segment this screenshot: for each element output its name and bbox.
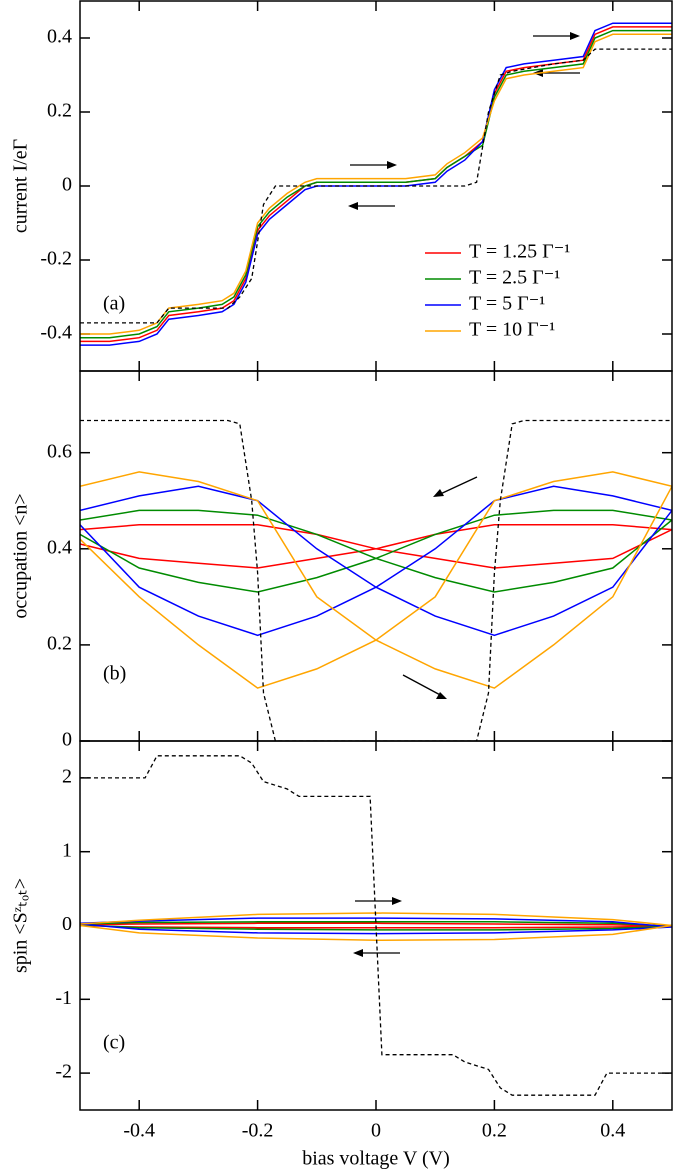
y-tick-label: 0.4 (47, 536, 72, 558)
series-line (80, 524, 672, 569)
legend-label: T = 5 Γ⁻¹ (469, 293, 545, 315)
y-tick-label: 1 (62, 839, 72, 861)
y-tick-label: 0 (62, 174, 72, 196)
x-tick-label: 0 (371, 1120, 381, 1142)
y-tick-label: 0 (62, 729, 72, 751)
y-tick-label: 0.2 (47, 100, 72, 122)
series-line (80, 912, 672, 942)
plot-lines (80, 419, 672, 741)
arrows (348, 32, 580, 957)
series-line (80, 33, 672, 335)
y-tick-label: -0.4 (40, 322, 72, 344)
y-axis-label: current I/eΓ (10, 139, 32, 233)
panel-label: (c) (103, 1032, 125, 1054)
plot-frame (79, 370, 673, 742)
series-line (80, 917, 672, 935)
series-line (80, 48, 672, 324)
x-tick-label: -0.4 (123, 1120, 155, 1142)
series-line (80, 755, 672, 1096)
y-tick-label: 0.4 (47, 26, 72, 48)
x-tick-label: -0.2 (242, 1120, 274, 1142)
series-line (80, 485, 672, 637)
series-line (80, 471, 672, 689)
series-line (80, 26, 672, 343)
series-line (80, 29, 672, 339)
legend-label: T = 10 Γ⁻¹ (469, 319, 555, 341)
plot-frame (79, 740, 673, 1111)
legend-label: T = 1.25 Γ⁻¹ (469, 241, 570, 263)
plot-lines (80, 755, 672, 1096)
y-axis-label: spin <Sᶻₜₒₜ> (10, 878, 32, 973)
y-tick-label: -2 (55, 1061, 72, 1083)
y-tick-label: -1 (55, 987, 72, 1009)
x-tick-label: 0.2 (482, 1120, 507, 1142)
y-axis-label: occupation <n> (10, 493, 32, 618)
panel-label: (b) (103, 663, 126, 685)
series-line (80, 22, 672, 346)
series-line (80, 509, 672, 593)
y-tick-label: 0.6 (47, 440, 72, 462)
panel-label: (a) (103, 293, 125, 315)
series-line (80, 921, 672, 931)
y-tick-label: -0.2 (40, 248, 72, 270)
series-line (80, 922, 672, 929)
x-tick-label: 0.4 (600, 1120, 625, 1142)
y-tick-label: 0 (62, 913, 72, 935)
plot-lines (80, 22, 672, 346)
legend-label: T = 2.5 Γ⁻¹ (469, 267, 560, 289)
y-tick-label: 0.2 (47, 632, 72, 654)
y-tick-label: 2 (62, 765, 72, 787)
x-axis-label: bias voltage V (V) (302, 1148, 450, 1170)
series-line (80, 419, 672, 741)
